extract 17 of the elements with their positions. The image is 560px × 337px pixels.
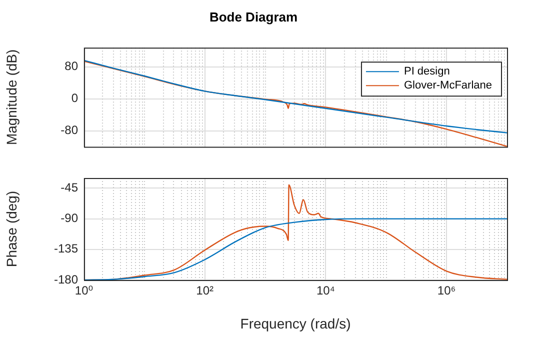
y-tick-label: -80 — [60, 123, 78, 138]
y-tick-label: 80 — [64, 59, 78, 74]
y-tick-label: 0 — [71, 91, 78, 106]
chart-title: Bode Diagram — [209, 9, 298, 24]
x-tick-label: 10⁴ — [316, 284, 335, 298]
y-tick-label: -135 — [54, 242, 78, 256]
y-tick-label: -45 — [60, 180, 78, 195]
legend-label: Glover-McFarlane — [404, 80, 492, 92]
x-tick-label: 10² — [196, 284, 214, 298]
y-tick-label: -180 — [54, 272, 78, 286]
legend-label: PI design — [404, 66, 450, 78]
x-axis-title: Frequency (rad/s) — [240, 315, 351, 332]
y-axis-title: Magnitude (dB) — [3, 49, 20, 146]
y-tick-label: -90 — [60, 211, 78, 226]
x-tick-label: 10⁶ — [437, 284, 456, 298]
x-tick-label: 10⁰ — [74, 284, 94, 298]
y-axis-title: Phase (deg) — [3, 190, 20, 268]
